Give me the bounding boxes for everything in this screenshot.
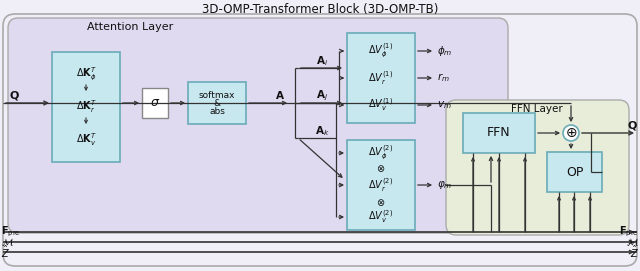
FancyBboxPatch shape bbox=[142, 88, 168, 118]
FancyBboxPatch shape bbox=[8, 18, 508, 233]
Text: $r_m$: $r_m$ bbox=[437, 72, 450, 84]
Text: abs: abs bbox=[209, 107, 225, 115]
FancyBboxPatch shape bbox=[188, 82, 246, 124]
Circle shape bbox=[563, 125, 579, 141]
Text: $\Delta V_r^{(1)}$: $\Delta V_r^{(1)}$ bbox=[369, 69, 394, 86]
Text: $\mathbf{A}_k$: $\mathbf{A}_k$ bbox=[315, 124, 330, 138]
Text: $\Delta\mathbf{K}_r^T$: $\Delta\mathbf{K}_r^T$ bbox=[76, 99, 97, 115]
Text: FFN: FFN bbox=[487, 127, 511, 140]
Text: $\mathbf{A}_i$: $\mathbf{A}_i$ bbox=[316, 54, 328, 68]
Text: $v_m$: $v_m$ bbox=[437, 99, 452, 111]
Text: Attention Layer: Attention Layer bbox=[87, 22, 173, 32]
Text: $\oplus$: $\oplus$ bbox=[565, 126, 577, 140]
Text: Q: Q bbox=[628, 121, 637, 131]
Text: $\Delta V_\phi^{(1)}$: $\Delta V_\phi^{(1)}$ bbox=[369, 42, 394, 60]
Text: $\mathbf{F}_{\mathrm{pre}}$: $\mathbf{F}_{\mathrm{pre}}$ bbox=[1, 225, 20, 239]
Text: $\sigma$: $\sigma$ bbox=[150, 96, 160, 109]
Text: $\hat{Z}$: $\hat{Z}$ bbox=[630, 244, 639, 260]
FancyBboxPatch shape bbox=[446, 100, 629, 235]
FancyBboxPatch shape bbox=[3, 14, 637, 266]
Text: $\Delta V_r^{(2)}$: $\Delta V_r^{(2)}$ bbox=[369, 176, 394, 193]
FancyBboxPatch shape bbox=[463, 113, 535, 153]
Text: 3D-OMP-Transformer Block (3D-OMP-TB): 3D-OMP-Transformer Block (3D-OMP-TB) bbox=[202, 2, 438, 15]
Text: $\Delta V_v^{(2)}$: $\Delta V_v^{(2)}$ bbox=[369, 209, 394, 225]
Text: $\Delta V_\phi^{(2)}$: $\Delta V_\phi^{(2)}$ bbox=[369, 144, 394, 162]
Text: Q: Q bbox=[10, 91, 19, 101]
Text: $\mathbf{A}_j$: $\mathbf{A}_j$ bbox=[316, 89, 328, 103]
Text: $\Delta\mathbf{K}_\phi^T$: $\Delta\mathbf{K}_\phi^T$ bbox=[76, 65, 97, 83]
Text: softmax: softmax bbox=[199, 91, 236, 99]
Text: $\phi_m$: $\phi_m$ bbox=[437, 44, 452, 58]
Text: $\otimes$: $\otimes$ bbox=[376, 196, 386, 208]
Text: $\hat{Z}$: $\hat{Z}$ bbox=[1, 244, 10, 260]
Text: $\mathcal{M}$: $\mathcal{M}$ bbox=[1, 236, 14, 248]
FancyBboxPatch shape bbox=[347, 140, 415, 230]
Text: A: A bbox=[276, 91, 284, 101]
Text: $\Delta V_v^{(1)}$: $\Delta V_v^{(1)}$ bbox=[369, 96, 394, 113]
Text: $\varphi_m$: $\varphi_m$ bbox=[437, 179, 452, 191]
Text: FFN Layer: FFN Layer bbox=[511, 104, 563, 114]
Text: $\mathcal{M}$: $\mathcal{M}$ bbox=[626, 236, 639, 248]
FancyBboxPatch shape bbox=[347, 33, 415, 123]
Text: $\mathbf{F}_{\mathrm{pre}}$: $\mathbf{F}_{\mathrm{pre}}$ bbox=[620, 225, 639, 239]
FancyBboxPatch shape bbox=[52, 52, 120, 162]
Text: &: & bbox=[213, 98, 221, 108]
FancyBboxPatch shape bbox=[547, 152, 602, 192]
Text: $\otimes$: $\otimes$ bbox=[376, 163, 386, 173]
Text: $\Delta\mathbf{K}_v^T$: $\Delta\mathbf{K}_v^T$ bbox=[76, 132, 97, 149]
Text: OP: OP bbox=[566, 166, 583, 179]
